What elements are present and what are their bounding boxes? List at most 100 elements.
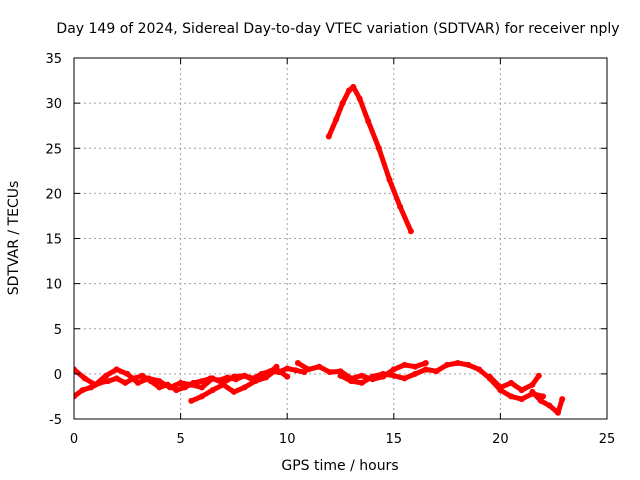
data-point bbox=[326, 369, 333, 376]
data-point bbox=[156, 384, 163, 391]
data-point bbox=[407, 228, 414, 235]
data-point bbox=[346, 87, 352, 94]
data-point bbox=[122, 379, 129, 386]
data-point bbox=[166, 384, 173, 391]
data-point bbox=[284, 373, 291, 380]
data-point bbox=[559, 396, 566, 403]
y-tick-label: 20 bbox=[45, 187, 62, 202]
data-point bbox=[316, 363, 323, 370]
y-tick-label: 30 bbox=[45, 97, 62, 112]
data-point bbox=[350, 83, 357, 90]
data-point bbox=[105, 378, 112, 385]
data-point bbox=[74, 366, 77, 373]
data-point bbox=[401, 375, 408, 382]
data-point bbox=[356, 95, 363, 102]
data-point bbox=[188, 381, 195, 388]
data-point bbox=[198, 384, 205, 391]
data-point bbox=[497, 384, 504, 391]
y-tick-label: 5 bbox=[54, 323, 62, 338]
data-point bbox=[252, 378, 259, 385]
data-point bbox=[465, 361, 472, 368]
data-point bbox=[390, 366, 397, 373]
data-point bbox=[486, 373, 493, 380]
data-point bbox=[135, 379, 141, 386]
data-point bbox=[339, 100, 346, 107]
data-point bbox=[262, 372, 269, 379]
data-point bbox=[369, 373, 376, 380]
data-point bbox=[209, 387, 216, 394]
data-point bbox=[305, 366, 312, 373]
data-point bbox=[386, 176, 393, 183]
data-point bbox=[145, 375, 152, 382]
data-point bbox=[433, 368, 440, 375]
data-point bbox=[535, 372, 542, 379]
data-point bbox=[273, 363, 280, 370]
series-group bbox=[74, 83, 566, 416]
x-tick-label: 20 bbox=[492, 432, 509, 447]
data-point bbox=[422, 360, 429, 366]
data-point bbox=[529, 381, 536, 388]
data-point bbox=[380, 370, 387, 377]
data-point bbox=[365, 118, 372, 125]
y-tick-label: 25 bbox=[45, 142, 62, 157]
data-point bbox=[518, 396, 525, 403]
x-tick-label: 5 bbox=[176, 432, 184, 447]
data-point bbox=[220, 381, 227, 388]
data-point bbox=[79, 387, 86, 394]
data-point bbox=[358, 379, 365, 386]
data-point bbox=[537, 397, 544, 404]
data-point bbox=[508, 393, 515, 400]
data-point bbox=[294, 360, 301, 366]
data-point bbox=[555, 409, 561, 416]
data-point bbox=[177, 379, 184, 386]
data-point bbox=[397, 203, 404, 210]
data-point bbox=[188, 397, 195, 404]
data-point bbox=[518, 387, 525, 394]
data-point bbox=[292, 367, 299, 374]
data-point bbox=[284, 365, 291, 372]
x-tick-label: 0 bbox=[70, 432, 78, 447]
data-series bbox=[74, 83, 566, 416]
data-point bbox=[81, 375, 88, 382]
y-axis-label: SDTVAR / TECUs bbox=[6, 181, 22, 296]
data-point bbox=[375, 145, 382, 152]
data-point bbox=[74, 393, 77, 400]
data-point bbox=[241, 384, 248, 391]
data-point bbox=[198, 393, 205, 400]
data-point bbox=[337, 372, 344, 379]
y-tick-label: 10 bbox=[45, 278, 62, 293]
data-point bbox=[113, 366, 120, 373]
data-point bbox=[444, 361, 451, 368]
data-point bbox=[390, 372, 397, 379]
data-point bbox=[230, 388, 237, 395]
data-point bbox=[422, 366, 429, 373]
data-point bbox=[412, 370, 419, 377]
chart-title: Day 149 of 2024, Sidereal Day-to-day VTE… bbox=[56, 21, 619, 37]
data-point bbox=[113, 375, 120, 382]
data-point bbox=[401, 361, 408, 368]
data-point bbox=[139, 372, 146, 379]
data-point bbox=[348, 378, 355, 385]
data-point bbox=[508, 379, 515, 386]
data-point bbox=[124, 370, 131, 377]
data-point bbox=[230, 373, 237, 380]
data-point bbox=[241, 372, 248, 379]
data-point bbox=[454, 360, 461, 366]
x-tick-label: 10 bbox=[279, 432, 296, 447]
y-tick-label: 0 bbox=[54, 368, 62, 383]
x-tick-label: 15 bbox=[386, 432, 403, 447]
y-tick-label: -5 bbox=[49, 413, 62, 428]
data-point bbox=[198, 378, 205, 385]
data-point bbox=[103, 372, 109, 379]
data-point bbox=[173, 387, 180, 394]
data-point bbox=[209, 375, 216, 382]
data-point bbox=[337, 368, 344, 375]
axis-ticks: 0 5 10 15 20 25 -5 0 5 10 15 20 25 30 35 bbox=[45, 52, 615, 447]
data-point bbox=[546, 402, 553, 409]
data-point bbox=[412, 363, 419, 370]
y-tick-label: 15 bbox=[45, 233, 62, 248]
data-point bbox=[529, 388, 536, 395]
data-point bbox=[476, 366, 483, 373]
